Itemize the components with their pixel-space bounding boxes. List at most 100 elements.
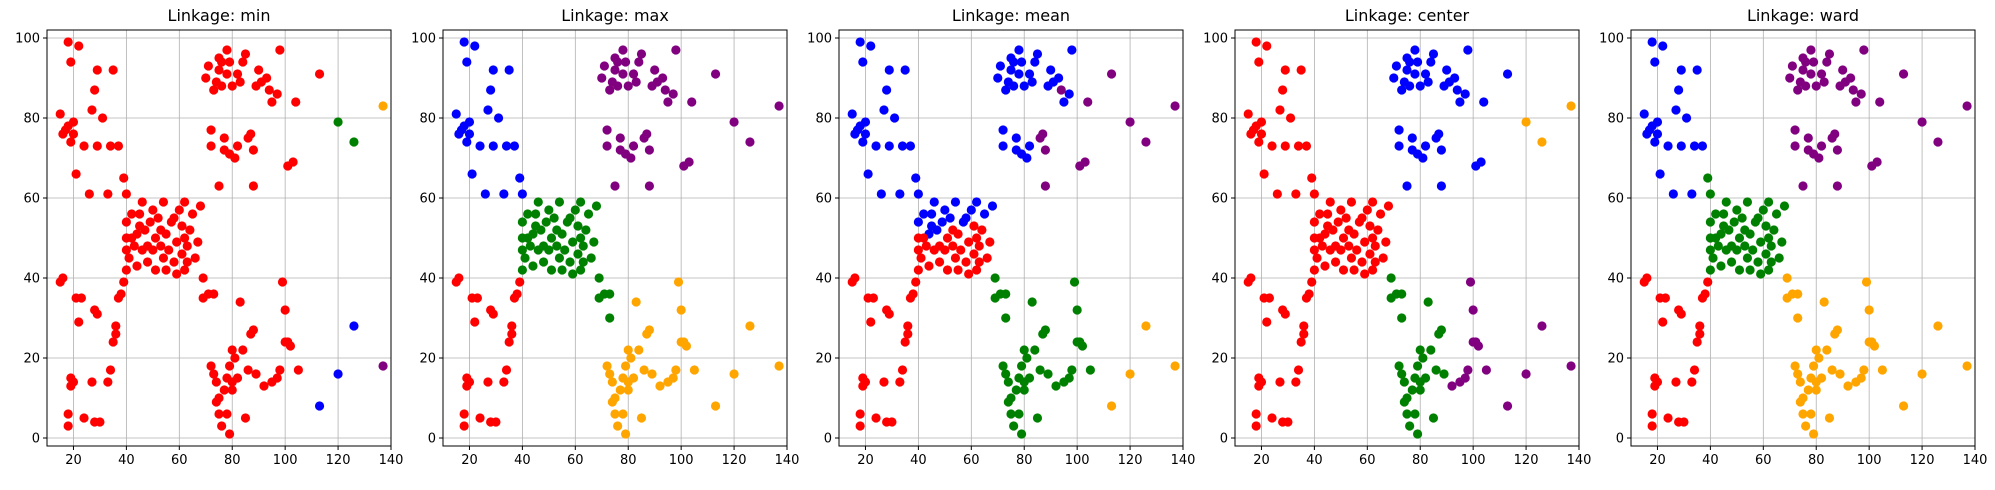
y-tick-label: 100 — [411, 32, 436, 47]
data-point-red — [1259, 169, 1269, 179]
data-point-blue — [1452, 85, 1462, 95]
data-point-purple — [1056, 85, 1066, 95]
data-point-purple — [1917, 117, 1927, 127]
data-point-blue — [1009, 81, 1019, 91]
data-point-green — [1721, 197, 1731, 207]
data-point-green — [1742, 253, 1753, 263]
data-point-orange — [636, 413, 647, 423]
data-point-orange — [602, 361, 612, 371]
data-point-purple — [1832, 181, 1842, 191]
data-point-green — [544, 245, 554, 255]
data-point-red — [1346, 253, 1357, 263]
data-point-blue — [1394, 125, 1404, 135]
data-point-red — [68, 129, 79, 139]
y-tick-label: 40 — [419, 272, 436, 287]
data-point-blue — [1011, 133, 1021, 143]
data-point-purple — [1872, 157, 1882, 167]
data-point-blue — [1405, 81, 1415, 91]
data-point-purple — [631, 77, 641, 87]
data-point-green — [1764, 197, 1774, 207]
x-tick-label: 140 — [1567, 453, 1592, 468]
data-point-red — [97, 113, 108, 123]
y-tick-label: 20 — [1211, 352, 1228, 367]
data-point-purple — [599, 61, 610, 71]
data-point-red — [90, 85, 100, 95]
data-point-red — [262, 73, 272, 83]
x-tick-label: 120 — [1514, 453, 1539, 468]
data-point-green — [1708, 253, 1718, 263]
data-point-red — [177, 221, 187, 231]
data-point-purple — [660, 85, 670, 95]
data-point-orange — [610, 409, 620, 419]
data-point-red — [1368, 265, 1378, 275]
data-point-purple — [636, 49, 647, 59]
data-point-red — [1671, 377, 1681, 387]
subplot-5: Linkage: ward 20 40 60 80 100 120 140 0 20 40 60 80 1… — [1599, 6, 1987, 468]
data-point-green — [586, 253, 596, 263]
data-point-orange — [1125, 369, 1135, 379]
data-point-orange — [1856, 373, 1866, 383]
data-point-red — [504, 337, 514, 347]
data-point-red — [272, 373, 282, 383]
data-point-red — [953, 265, 963, 275]
axes-frame — [46, 29, 392, 447]
data-point-red — [219, 133, 229, 143]
data-point-green — [523, 209, 533, 219]
data-point-blue — [1674, 85, 1684, 95]
data-point-green — [990, 273, 1000, 283]
data-point-red — [277, 277, 288, 287]
data-point-red — [1283, 417, 1293, 427]
data-point-green — [1407, 385, 1417, 395]
data-point-red — [214, 409, 224, 419]
data-point-red — [246, 129, 256, 139]
data-point-blue — [1014, 69, 1024, 79]
data-point-red — [1309, 245, 1319, 255]
data-point-purple — [1793, 85, 1803, 95]
data-point-orange — [1819, 297, 1829, 307]
data-point-red — [267, 97, 277, 107]
data-point-red — [1320, 261, 1330, 271]
axes-frame — [1630, 29, 1976, 447]
data-point-blue — [961, 213, 971, 223]
data-point-purple — [1933, 137, 1943, 147]
data-point-blue — [451, 109, 461, 119]
data-point-red — [1381, 237, 1391, 247]
data-point-purple — [610, 65, 620, 75]
data-point-red — [855, 421, 865, 431]
data-point-purple — [663, 97, 673, 107]
data-point-red — [142, 257, 153, 267]
data-point-purple — [1838, 65, 1848, 75]
data-point-purple — [729, 117, 739, 127]
data-point-red — [1262, 317, 1272, 327]
data-point-green — [1719, 209, 1729, 219]
data-point-red — [224, 429, 235, 439]
data-point-red — [55, 109, 65, 119]
data-point-red — [291, 97, 301, 107]
data-point-blue — [1402, 65, 1412, 75]
data-point-red — [1246, 273, 1256, 283]
data-point-red — [238, 57, 248, 67]
data-point-red — [275, 45, 285, 55]
data-point-purple — [1790, 141, 1800, 151]
data-point-red — [140, 225, 150, 235]
data-point-green — [1769, 225, 1779, 235]
data-point-red — [1647, 421, 1657, 431]
data-point-blue — [1415, 81, 1425, 91]
data-point-blue — [1064, 89, 1074, 99]
data-point-blue — [470, 41, 480, 51]
data-point-red — [512, 289, 522, 299]
data-point-purple — [1822, 57, 1832, 67]
data-point-orange — [1917, 369, 1927, 379]
data-point-orange — [1793, 313, 1803, 323]
data-point-purple — [1819, 77, 1829, 87]
data-point-red — [74, 41, 84, 51]
data-point-green — [1745, 229, 1755, 239]
data-point-red — [232, 141, 243, 151]
data-point-purple — [671, 45, 681, 55]
data-point-green — [1019, 345, 1029, 355]
x-tick-label: 140 — [775, 453, 800, 468]
data-point-red — [1317, 241, 1327, 251]
data-point-blue — [1436, 145, 1446, 155]
data-point-green — [552, 241, 562, 251]
data-point-red — [177, 249, 187, 259]
